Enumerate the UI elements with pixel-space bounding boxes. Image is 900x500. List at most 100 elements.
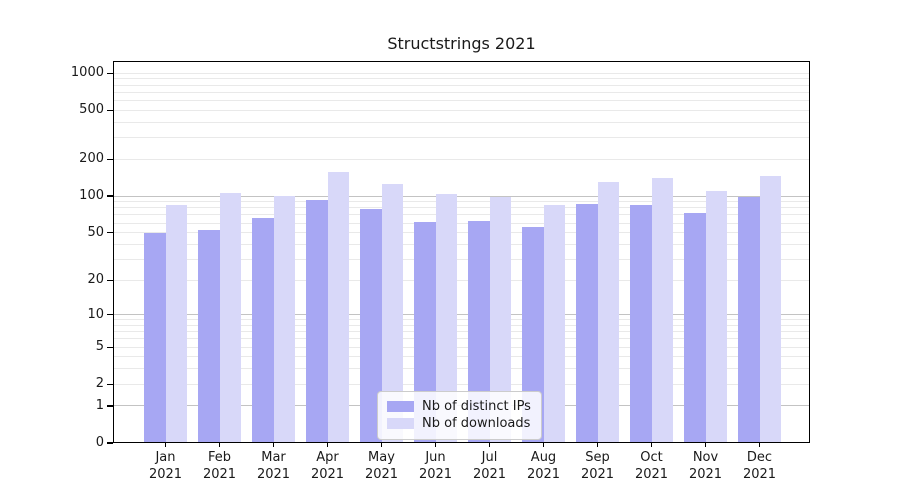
x-tick-label: Oct 2021: [634, 450, 669, 482]
y-tick-mark: [107, 405, 113, 407]
gridline-minor: [114, 158, 809, 160]
bar-downloads-feb: [219, 193, 241, 442]
y-tick-label: 10: [87, 306, 104, 322]
gridline-minor: [114, 324, 809, 326]
y-tick-label: 100: [79, 188, 104, 204]
x-tick-label: May 2021: [364, 450, 399, 482]
x-tick-mark: [758, 443, 761, 447]
bar-downloads-apr: [327, 171, 349, 442]
y-tick-mark: [107, 109, 113, 111]
y-tick-label: 2: [95, 376, 104, 392]
gridline-minor: [114, 222, 809, 224]
x-tick-mark: [380, 443, 383, 447]
x-tick-mark: [596, 443, 599, 447]
gridline-minor: [114, 78, 809, 80]
chart-title: Structstrings 2021: [387, 34, 536, 53]
y-tick-label: 20: [87, 272, 104, 288]
bar-downloads-jul: [489, 196, 511, 442]
y-tick-mark: [107, 232, 113, 234]
y-tick-label: 0: [95, 435, 104, 450]
y-tick-mark: [107, 383, 113, 385]
y-tick-label: 200: [79, 151, 104, 167]
bar-downloads-may: [381, 184, 403, 442]
legend-label-downloads: Nb of downloads: [422, 416, 531, 431]
bar-distinct-ips-feb: [198, 229, 220, 442]
x-tick-label: Jul 2021: [472, 450, 507, 482]
gridline-minor: [114, 243, 809, 245]
x-tick-mark: [488, 443, 491, 447]
x-tick-mark: [434, 443, 437, 447]
x-tick-label: Jan 2021: [148, 450, 183, 482]
bar-distinct-ips-dec: [738, 196, 760, 442]
bar-downloads-mar: [273, 196, 295, 442]
bar-distinct-ips-aug: [522, 226, 544, 442]
gridline-minor: [114, 214, 809, 216]
x-tick-label: Mar 2021: [256, 450, 291, 482]
y-tick-mark: [107, 314, 113, 316]
y-tick-label: 1000: [70, 65, 104, 81]
x-tick-mark: [326, 443, 329, 447]
bar-distinct-ips-may: [360, 209, 382, 442]
gridline-major: [114, 314, 809, 316]
bar-downloads-sep: [597, 181, 619, 442]
y-tick-mark: [107, 72, 113, 74]
gridline-minor: [114, 137, 809, 139]
gridline-minor: [114, 383, 809, 385]
bar-distinct-ips-oct: [630, 205, 652, 442]
gridline-minor: [114, 356, 809, 358]
gridline-minor: [114, 368, 809, 370]
x-tick-label: Jun 2021: [418, 450, 453, 482]
gridline-minor: [114, 258, 809, 260]
bar-downloads-aug: [543, 204, 565, 442]
x-tick-label: Apr 2021: [310, 450, 345, 482]
y-tick-label: 50: [87, 224, 104, 240]
x-tick-mark: [272, 443, 275, 447]
y-tick-mark: [107, 442, 113, 444]
x-tick-mark: [542, 443, 545, 447]
bar-distinct-ips-jul: [468, 221, 490, 442]
gridline-minor: [114, 72, 809, 74]
bar-downloads-nov: [705, 191, 727, 442]
bar-distinct-ips-jun: [414, 222, 436, 442]
legend: Nb of distinct IPs Nb of downloads: [377, 391, 542, 440]
y-tick-mark: [107, 158, 113, 160]
gridline-minor: [114, 207, 809, 209]
x-tick-mark: [164, 443, 167, 447]
x-tick-label: Nov 2021: [688, 450, 723, 482]
gridline-minor: [114, 91, 809, 93]
y-tick-mark: [107, 346, 113, 348]
y-tick-label: 1: [95, 397, 104, 413]
x-tick-label: Dec 2021: [742, 450, 777, 482]
legend-item-downloads: Nb of downloads: [387, 416, 531, 431]
gridline-minor: [114, 84, 809, 86]
legend-swatch-downloads: [387, 418, 414, 429]
y-tick-label: 500: [79, 102, 104, 118]
x-tick-label: Aug 2021: [526, 450, 561, 482]
gridline-minor: [114, 319, 809, 321]
gridline-minor: [114, 121, 809, 123]
x-tick-mark: [218, 443, 221, 447]
bar-downloads-jun: [435, 193, 457, 442]
bar-distinct-ips-jan: [144, 232, 166, 442]
gridline-minor: [114, 279, 809, 281]
bar-downloads-jan: [165, 204, 187, 442]
gridline-minor: [114, 109, 809, 111]
bar-distinct-ips-apr: [306, 199, 328, 442]
x-tick-label: Feb 2021: [202, 450, 237, 482]
y-tick-mark: [107, 195, 113, 197]
x-tick-mark: [650, 443, 653, 447]
y-tick-label: 5: [95, 339, 104, 355]
bar-downloads-oct: [651, 177, 673, 442]
y-tick-mark: [107, 279, 113, 281]
legend-label-distinct-ips: Nb of distinct IPs: [422, 399, 531, 414]
gridline-minor: [114, 100, 809, 102]
gridline-minor: [114, 201, 809, 203]
x-tick-label: Sep 2021: [580, 450, 615, 482]
gridline-minor: [114, 346, 809, 348]
gridline-minor: [114, 331, 809, 333]
bar-distinct-ips-mar: [252, 218, 274, 442]
gridline-minor: [114, 232, 809, 234]
legend-swatch-distinct-ips: [387, 401, 414, 412]
gridline-minor: [114, 338, 809, 340]
